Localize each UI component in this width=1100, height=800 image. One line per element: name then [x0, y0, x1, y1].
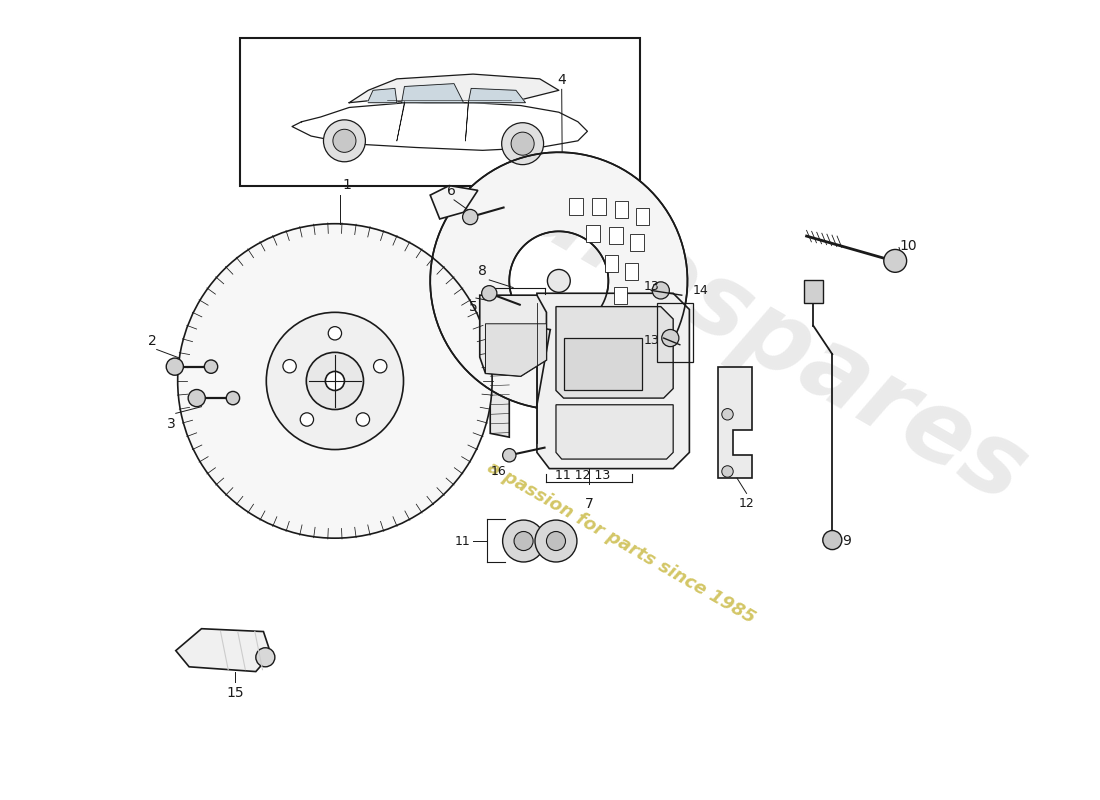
Circle shape: [227, 391, 240, 405]
Circle shape: [333, 130, 356, 152]
Circle shape: [323, 120, 365, 162]
Text: 5: 5: [469, 300, 477, 314]
Bar: [605, 255, 618, 272]
Bar: [625, 262, 638, 280]
FancyBboxPatch shape: [240, 38, 640, 186]
Text: 8: 8: [478, 264, 487, 278]
Circle shape: [823, 530, 842, 550]
Circle shape: [503, 449, 516, 462]
Polygon shape: [718, 366, 752, 478]
Text: 16: 16: [491, 465, 507, 478]
Text: 14: 14: [692, 284, 708, 297]
Circle shape: [266, 312, 404, 450]
Text: 7: 7: [585, 497, 594, 511]
Circle shape: [503, 520, 544, 562]
Text: 11: 11: [454, 534, 470, 547]
Polygon shape: [485, 324, 547, 376]
Text: 1: 1: [342, 178, 351, 192]
Circle shape: [356, 413, 370, 426]
Circle shape: [300, 413, 313, 426]
Polygon shape: [537, 294, 690, 469]
Bar: [614, 286, 627, 304]
Bar: [657, 303, 693, 362]
Polygon shape: [480, 295, 547, 376]
Bar: [563, 338, 641, 390]
Circle shape: [306, 352, 363, 410]
Circle shape: [166, 358, 184, 375]
Text: 13: 13: [644, 334, 659, 347]
Text: 6: 6: [447, 184, 455, 198]
Polygon shape: [556, 405, 673, 459]
Circle shape: [463, 210, 477, 225]
Circle shape: [662, 330, 679, 346]
Text: 10: 10: [899, 238, 916, 253]
Bar: [570, 198, 583, 215]
Polygon shape: [430, 186, 477, 219]
Circle shape: [283, 359, 296, 373]
Polygon shape: [176, 629, 271, 671]
Bar: [609, 226, 623, 244]
Text: 12: 12: [739, 497, 755, 510]
Text: 9: 9: [842, 534, 850, 548]
Circle shape: [482, 286, 497, 301]
Bar: [636, 207, 649, 225]
Bar: [592, 198, 605, 215]
Text: 13: 13: [644, 280, 659, 294]
Circle shape: [374, 359, 387, 373]
Circle shape: [652, 282, 670, 299]
Text: 4: 4: [558, 74, 566, 87]
Circle shape: [328, 326, 342, 340]
Circle shape: [256, 648, 275, 667]
Circle shape: [722, 409, 734, 420]
Polygon shape: [368, 89, 397, 102]
Circle shape: [326, 371, 344, 390]
Circle shape: [883, 250, 906, 272]
Polygon shape: [430, 152, 688, 407]
Text: 3: 3: [166, 417, 175, 431]
Polygon shape: [491, 325, 509, 437]
Circle shape: [722, 466, 734, 477]
Circle shape: [548, 270, 570, 292]
FancyBboxPatch shape: [804, 280, 823, 303]
Polygon shape: [402, 84, 463, 102]
Circle shape: [514, 531, 534, 550]
Bar: [586, 225, 600, 242]
Circle shape: [178, 224, 492, 538]
Polygon shape: [469, 89, 526, 102]
Text: a passion for parts since 1985: a passion for parts since 1985: [484, 458, 758, 627]
Polygon shape: [349, 74, 559, 102]
Text: 15: 15: [226, 686, 244, 700]
Text: 11 12 13: 11 12 13: [556, 469, 610, 482]
Circle shape: [547, 531, 565, 550]
Circle shape: [535, 520, 576, 562]
Bar: [615, 201, 628, 218]
Text: eurospares: eurospares: [447, 124, 1043, 524]
Text: 2: 2: [147, 334, 156, 347]
Polygon shape: [556, 306, 673, 398]
Circle shape: [502, 122, 543, 165]
Bar: [630, 234, 644, 251]
Circle shape: [188, 390, 206, 406]
Circle shape: [205, 360, 218, 374]
Circle shape: [512, 132, 535, 155]
